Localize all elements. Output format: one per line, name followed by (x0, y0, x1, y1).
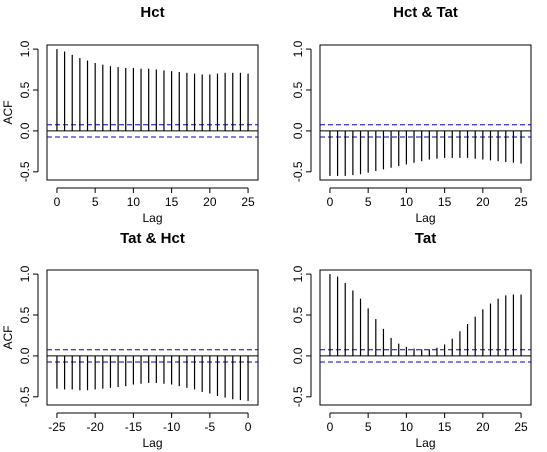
x-tick-label: 5 (365, 195, 372, 209)
panel-hct-tat: Hct & Tat 0 5 10 15 20 25 -0.5 0.0 0.5 1.0 Lag (291, 4, 532, 225)
x-tick-label: 20 (476, 420, 490, 434)
x-tick-label: 25 (241, 195, 255, 209)
x-tick-label: -20 (86, 420, 104, 434)
x-tick-label: 10 (127, 195, 141, 209)
x-tick-label: -5 (205, 420, 216, 434)
x-tick-label: 20 (476, 195, 490, 209)
x-tick-label: 15 (438, 195, 452, 209)
y-tick-label: 0.5 (18, 306, 32, 323)
y-tick-label: 0.0 (291, 122, 305, 139)
y-axis-label: ACF (1, 326, 15, 350)
panel-title: Tat (415, 230, 436, 247)
y-tick-label: -0.5 (18, 386, 32, 407)
panel-tat-hct: Tat & Hct -25 -20 -15 -10 -5 0 -0.5 0.0 0.5 1.0 Lag… (1, 230, 259, 450)
y-tick-label: 0.5 (18, 81, 32, 98)
x-tick-label: -10 (163, 420, 181, 434)
x-tick-label: 0 (54, 195, 61, 209)
x-tick-label: 20 (203, 195, 217, 209)
x-tick-label: 5 (92, 195, 99, 209)
plot-frame (46, 44, 259, 181)
y-tick-label: 0.5 (291, 306, 305, 323)
x-axis-label: Lag (415, 211, 435, 225)
x-tick-label: 15 (438, 420, 452, 434)
x-tick-label: 0 (327, 420, 334, 434)
x-tick-label: 0 (245, 420, 252, 434)
x-tick-label: 25 (514, 420, 528, 434)
y-tick-label: -0.5 (291, 161, 305, 182)
y-tick-label: 1.0 (291, 265, 305, 282)
panel-hct: Hct 0 5 10 15 20 25 -0.5 0.0 0.5 1.0 Lag ACF (1, 4, 259, 225)
y-axis-label: ACF (1, 101, 15, 125)
x-tick-label: 10 (400, 195, 414, 209)
x-tick-label: 5 (365, 420, 372, 434)
x-axis-label: Lag (142, 211, 162, 225)
y-tick-label: 1.0 (291, 40, 305, 57)
x-axis-label: Lag (142, 436, 162, 450)
panel-tat: Tat 0 5 10 15 20 25 -0.5 0.0 0.5 1.0 Lag (291, 230, 532, 450)
x-tick-label: 15 (165, 195, 179, 209)
y-tick-label: 1.0 (18, 40, 32, 57)
plot-frame (46, 269, 259, 406)
plot-frame (319, 44, 532, 181)
x-tick-label: -15 (125, 420, 143, 434)
y-tick-label: 1.0 (18, 265, 32, 282)
x-tick-label: 10 (400, 420, 414, 434)
x-axis-label: Lag (415, 436, 435, 450)
x-tick-label: 25 (514, 195, 528, 209)
x-tick-label: -25 (48, 420, 66, 434)
y-tick-label: -0.5 (291, 386, 305, 407)
panel-title: Hct & Tat (393, 4, 458, 21)
plot-frame (319, 269, 532, 406)
y-tick-label: -0.5 (18, 161, 32, 182)
y-tick-label: 0.0 (18, 122, 32, 139)
y-tick-label: 0.0 (291, 347, 305, 364)
y-tick-label: 0.0 (18, 347, 32, 364)
panel-title: Tat & Hct (120, 230, 185, 247)
panel-title: Hct (140, 4, 164, 21)
x-tick-label: 0 (327, 195, 334, 209)
y-tick-label: 0.5 (291, 81, 305, 98)
